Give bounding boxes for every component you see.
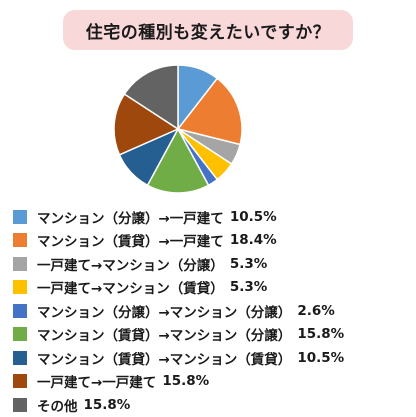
legend-label: 一戸建て→マンション（分譲） bbox=[37, 257, 224, 274]
legend-swatch bbox=[13, 350, 27, 365]
legend-swatch bbox=[13, 209, 27, 224]
legend: マンション（分譲）→一戸建て 10.5% マンション（賃貸）→一戸建て 18.4% 一戸… bbox=[10, 205, 410, 417]
legend-item: マンション（分譲）→一戸建て 10.5% bbox=[10, 205, 410, 229]
legend-swatch bbox=[13, 327, 27, 342]
legend-value: 10.5% bbox=[297, 349, 345, 366]
legend-swatch bbox=[13, 233, 27, 248]
legend-swatch bbox=[13, 374, 27, 389]
legend-label: 一戸建て→一戸建て bbox=[37, 375, 157, 392]
legend-item: 一戸建て→一戸建て 15.8% bbox=[10, 370, 410, 394]
legend-item: その他 15.8% bbox=[10, 393, 410, 417]
legend-label: マンション（賃貸）→マンション（分譲） bbox=[37, 328, 292, 345]
legend-item: マンション（賃貸）→一戸建て 18.4% bbox=[10, 229, 410, 253]
legend-item: マンション（賃貸）→マンション（賃貸） 10.5% bbox=[10, 346, 410, 370]
legend-value: 2.6% bbox=[297, 302, 335, 319]
legend-item: 一戸建て→マンション（賃貸） 5.3% bbox=[10, 276, 410, 300]
legend-swatch bbox=[13, 256, 27, 271]
chart-title-box: 住宅の種別も変えたいですか？ bbox=[63, 10, 353, 50]
legend-value: 5.3% bbox=[229, 255, 268, 272]
legend-value: 15.8% bbox=[162, 373, 210, 390]
legend-value: 10.5% bbox=[229, 208, 277, 225]
legend-label: その他 bbox=[37, 398, 78, 415]
legend-value: 15.8% bbox=[297, 326, 345, 343]
legend-item: 一戸建て→マンション（分譲） 5.3% bbox=[10, 252, 410, 276]
legend-swatch bbox=[13, 397, 27, 412]
legend-label: マンション（分譲）→マンション（分譲） bbox=[37, 304, 292, 321]
legend-label: マンション（分譲）→一戸建て bbox=[37, 210, 224, 227]
pie-slice-8 bbox=[123, 64, 179, 131]
legend-item: マンション（分譲）→マンション（分譲） 2.6% bbox=[10, 299, 410, 323]
pie-chart bbox=[113, 64, 243, 194]
legend-item: マンション（賃貸）→マンション（分譲） 15.8% bbox=[10, 323, 410, 347]
legend-label: マンション（賃貸）→マンション（賃貸） bbox=[37, 351, 292, 368]
legend-label: マンション（賃貸）→一戸建て bbox=[37, 234, 224, 251]
legend-swatch bbox=[13, 303, 27, 318]
pie-slice-7 bbox=[113, 92, 180, 156]
legend-value: 15.8% bbox=[83, 396, 131, 413]
legend-label: 一戸建て→マンション（賃貸） bbox=[37, 281, 224, 298]
pie-slice-5 bbox=[146, 127, 210, 194]
legend-swatch bbox=[13, 280, 27, 295]
pie-slice-1 bbox=[176, 77, 243, 146]
legend-value: 5.3% bbox=[229, 279, 268, 296]
chart-title: 住宅の種別も変えたいですか？ bbox=[85, 22, 331, 43]
legend-value: 18.4% bbox=[229, 232, 277, 249]
